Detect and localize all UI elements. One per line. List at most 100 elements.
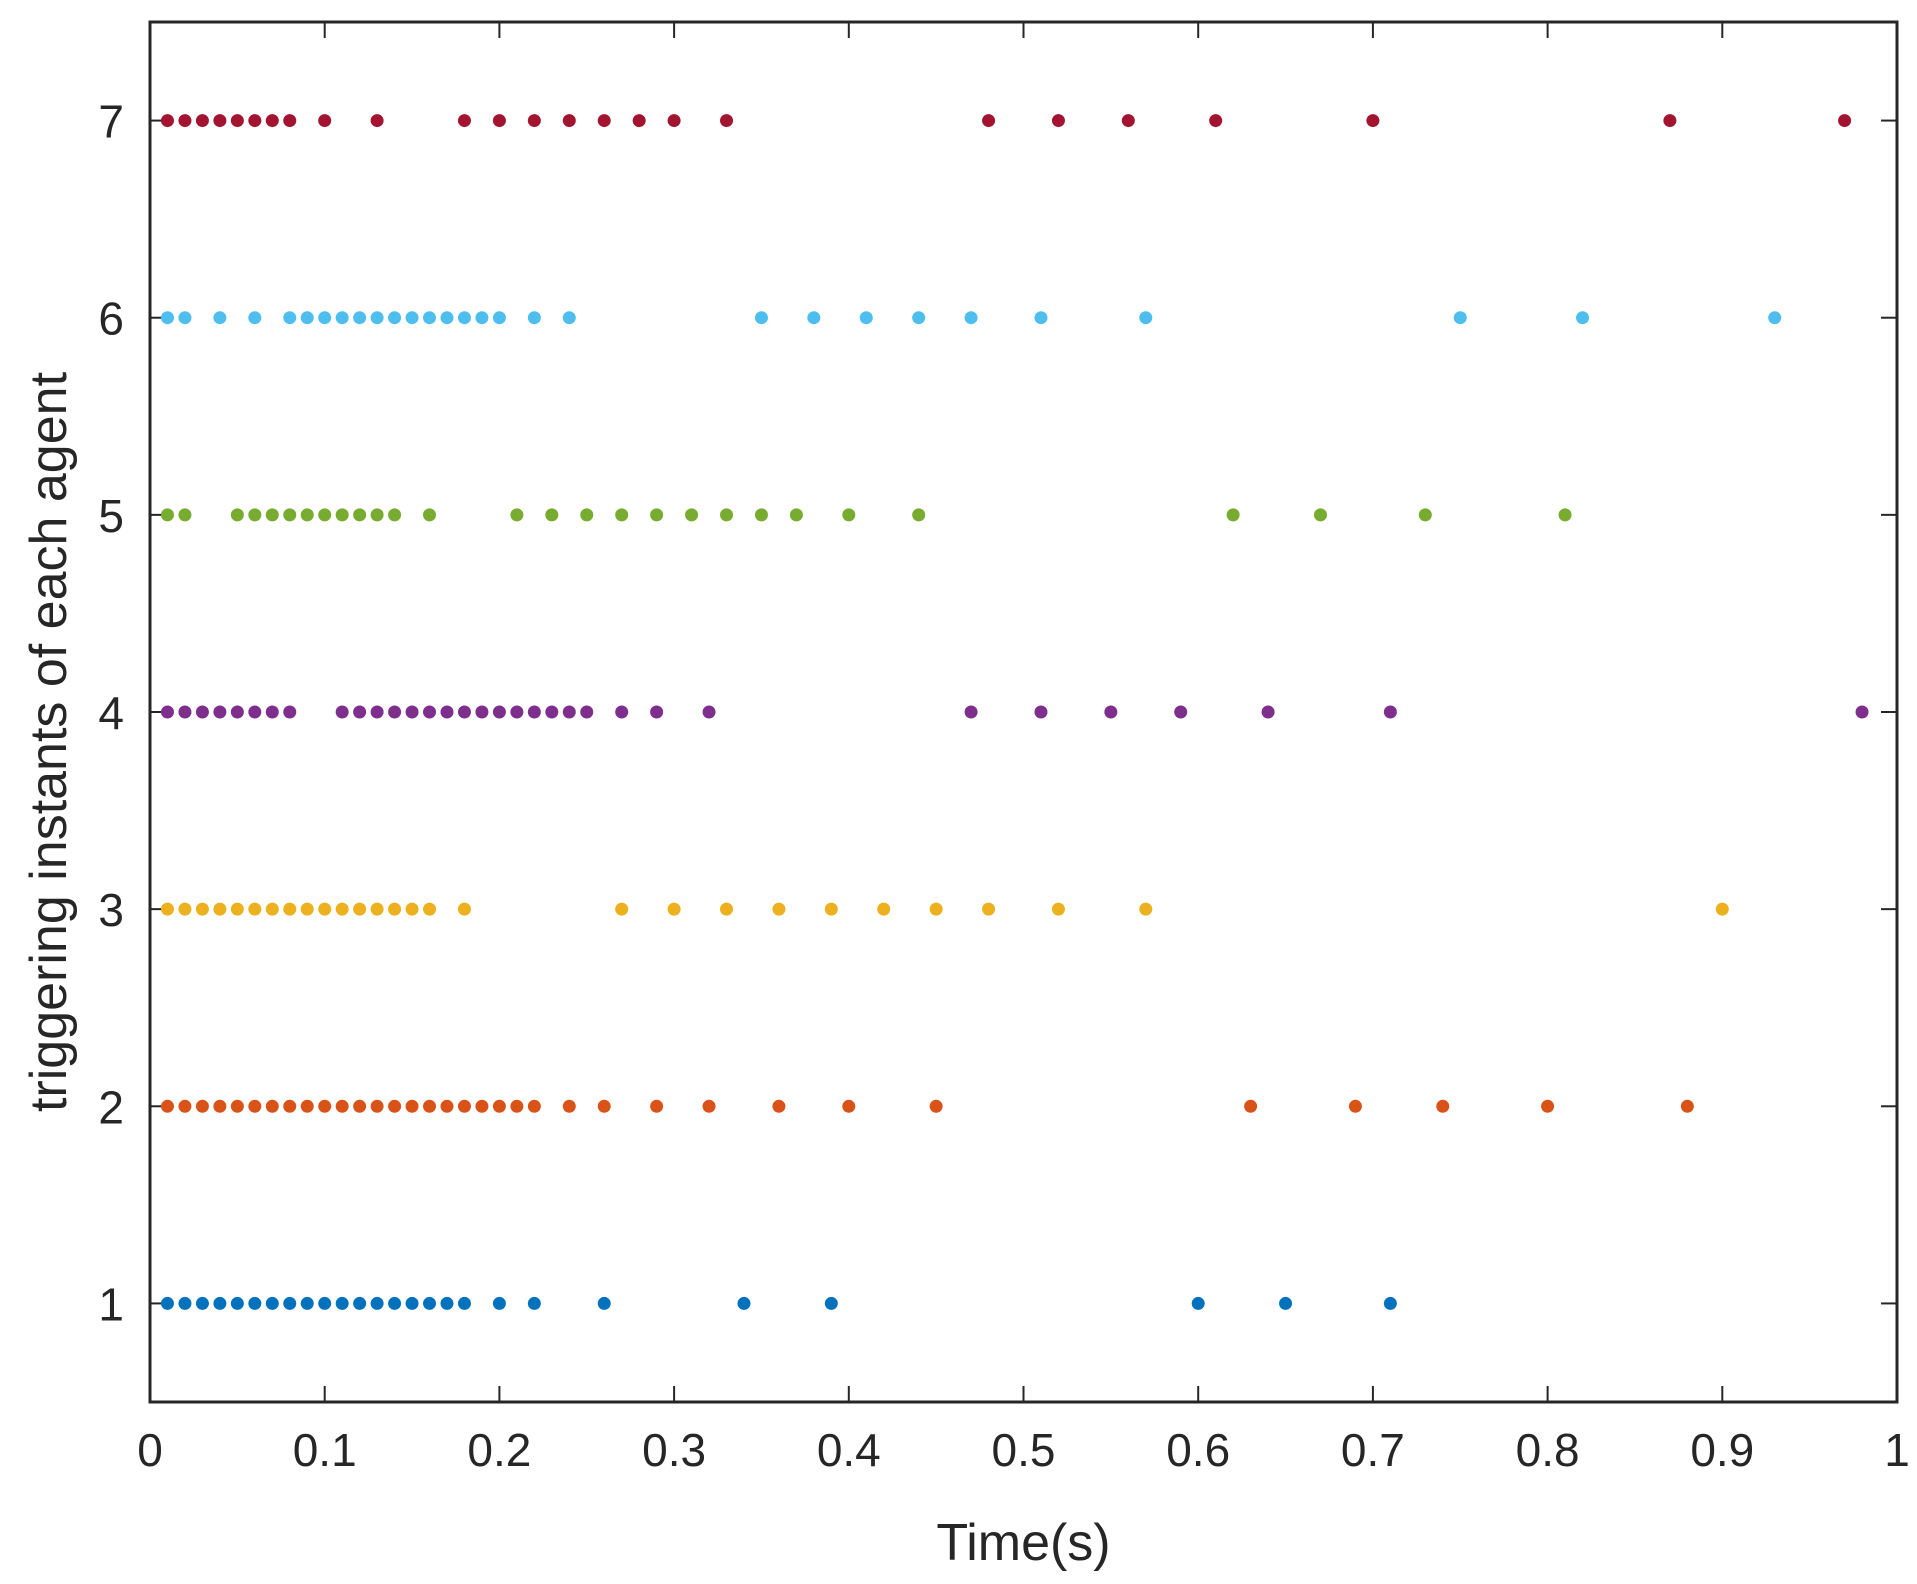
data-point xyxy=(213,705,227,719)
x-axis-label: Time(s) xyxy=(936,1514,1110,1572)
data-point xyxy=(213,1099,227,1113)
data-point xyxy=(195,902,209,916)
data-point xyxy=(562,1099,576,1113)
data-point xyxy=(842,1099,856,1113)
data-point xyxy=(510,1099,524,1113)
data-point xyxy=(213,311,227,325)
data-point xyxy=(160,1099,174,1113)
data-point xyxy=(1680,1099,1694,1113)
data-point xyxy=(265,1099,279,1113)
data-point xyxy=(475,311,489,325)
data-point xyxy=(1174,705,1188,719)
data-point xyxy=(370,1296,384,1310)
data-point xyxy=(650,508,664,522)
x-tick-label: 0.8 xyxy=(1516,1424,1580,1476)
y-tick-label: 3 xyxy=(98,884,124,936)
data-point xyxy=(1541,1099,1555,1113)
data-point xyxy=(388,1099,402,1113)
data-point xyxy=(597,1296,611,1310)
data-point xyxy=(754,311,768,325)
series-agent-5 xyxy=(160,508,1572,522)
data-point xyxy=(178,114,192,128)
data-point xyxy=(388,902,402,916)
data-point xyxy=(370,311,384,325)
data-point xyxy=(265,705,279,719)
data-point xyxy=(300,508,314,522)
y-tick-label: 1 xyxy=(98,1278,124,1330)
data-point xyxy=(230,114,244,128)
data-point xyxy=(283,1099,297,1113)
data-point xyxy=(248,508,262,522)
data-point xyxy=(178,1099,192,1113)
data-point xyxy=(457,705,471,719)
data-point xyxy=(423,902,437,916)
data-point xyxy=(353,1099,367,1113)
data-point xyxy=(754,508,768,522)
data-point xyxy=(405,902,419,916)
x-tick-label: 1 xyxy=(1884,1424,1910,1476)
data-point xyxy=(370,705,384,719)
data-point xyxy=(1191,1296,1205,1310)
data-point xyxy=(353,508,367,522)
data-point xyxy=(1453,311,1467,325)
data-point xyxy=(318,508,332,522)
data-point xyxy=(353,1296,367,1310)
data-point xyxy=(912,508,926,522)
data-point xyxy=(423,705,437,719)
data-point xyxy=(510,705,524,719)
data-point xyxy=(1034,705,1048,719)
data-point xyxy=(1279,1296,1293,1310)
data-point xyxy=(1261,705,1275,719)
data-point xyxy=(195,1296,209,1310)
data-point xyxy=(405,1099,419,1113)
x-tick-label: 0.7 xyxy=(1341,1424,1405,1476)
data-point xyxy=(178,902,192,916)
data-point xyxy=(475,1099,489,1113)
data-point xyxy=(318,1099,332,1113)
data-point xyxy=(772,902,786,916)
series-agent-4 xyxy=(160,705,1869,719)
data-point xyxy=(405,311,419,325)
data-point xyxy=(248,311,262,325)
series-agent-6 xyxy=(160,311,1782,325)
data-point xyxy=(457,1296,471,1310)
x-tick-label: 0.5 xyxy=(992,1424,1056,1476)
data-point xyxy=(335,902,349,916)
data-point xyxy=(807,311,821,325)
data-point xyxy=(580,705,594,719)
data-point xyxy=(265,1296,279,1310)
data-point xyxy=(1366,114,1380,128)
data-point xyxy=(632,114,646,128)
data-point xyxy=(318,311,332,325)
data-point xyxy=(650,1099,664,1113)
x-tick-label: 0.9 xyxy=(1690,1424,1754,1476)
data-point xyxy=(510,508,524,522)
data-point xyxy=(265,902,279,916)
data-point xyxy=(492,311,506,325)
data-point xyxy=(370,902,384,916)
y-tick-label: 2 xyxy=(98,1081,124,1133)
data-point xyxy=(423,1296,437,1310)
data-point xyxy=(982,902,996,916)
data-point xyxy=(667,114,681,128)
data-point xyxy=(283,508,297,522)
x-tick-labels: 0 0.1 0.2 0.3 0.4 0.5 0.6 0.7 0.8 0.9 1 xyxy=(137,1424,1910,1476)
plot-frame xyxy=(148,20,1899,1404)
data-point xyxy=(440,311,454,325)
series-agent-1 xyxy=(160,1296,1397,1310)
x-tick-label: 0.2 xyxy=(467,1424,531,1476)
data-point xyxy=(964,311,978,325)
data-point xyxy=(230,508,244,522)
data-point xyxy=(527,705,541,719)
data-point xyxy=(667,902,681,916)
data-point xyxy=(160,311,174,325)
data-point xyxy=(160,114,174,128)
data-point xyxy=(388,311,402,325)
data-point xyxy=(335,705,349,719)
data-point xyxy=(1436,1099,1450,1113)
data-point xyxy=(370,508,384,522)
data-point xyxy=(1768,311,1782,325)
data-point xyxy=(195,1099,209,1113)
